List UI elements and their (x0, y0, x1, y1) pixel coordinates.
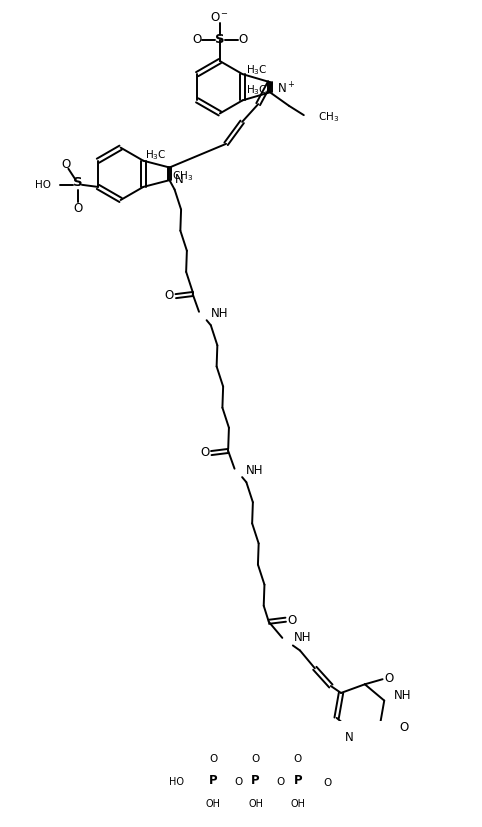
Text: O: O (239, 33, 248, 46)
Text: HO: HO (36, 179, 52, 190)
Text: H$_3$C: H$_3$C (145, 148, 166, 162)
Text: OH: OH (248, 799, 263, 809)
Text: CH$_3$: CH$_3$ (318, 110, 339, 124)
Text: NH: NH (393, 689, 411, 702)
Text: P: P (251, 774, 260, 787)
Text: P: P (209, 774, 218, 787)
Text: O: O (164, 289, 174, 302)
Text: O: O (200, 446, 209, 459)
Text: O: O (294, 754, 302, 764)
Text: HO: HO (169, 777, 184, 787)
Text: N: N (345, 731, 354, 744)
Text: P: P (294, 774, 302, 787)
Text: OH: OH (290, 799, 305, 809)
Text: H$_3$C: H$_3$C (246, 83, 268, 97)
Text: O$^-$: O$^-$ (210, 11, 229, 24)
Text: O: O (209, 754, 217, 764)
Text: O: O (277, 777, 285, 787)
Text: O: O (399, 720, 409, 734)
Text: NH: NH (211, 308, 228, 320)
Text: H$_3$C: H$_3$C (246, 64, 268, 77)
Text: NH: NH (294, 631, 312, 644)
Polygon shape (363, 805, 368, 825)
Text: N$^+$: N$^+$ (277, 81, 295, 97)
Text: OH: OH (206, 799, 221, 809)
Text: O: O (384, 672, 393, 685)
Text: O: O (288, 614, 297, 627)
Text: O: O (192, 33, 201, 46)
Text: S: S (215, 33, 225, 46)
Text: O: O (235, 777, 243, 787)
Text: O: O (73, 202, 82, 214)
Text: NH: NH (246, 464, 264, 477)
Text: CH$_3$: CH$_3$ (172, 169, 193, 183)
Text: O: O (252, 754, 260, 764)
Text: S: S (73, 176, 82, 189)
Text: O: O (324, 777, 332, 787)
Text: N: N (174, 173, 183, 186)
Text: O: O (61, 158, 70, 171)
